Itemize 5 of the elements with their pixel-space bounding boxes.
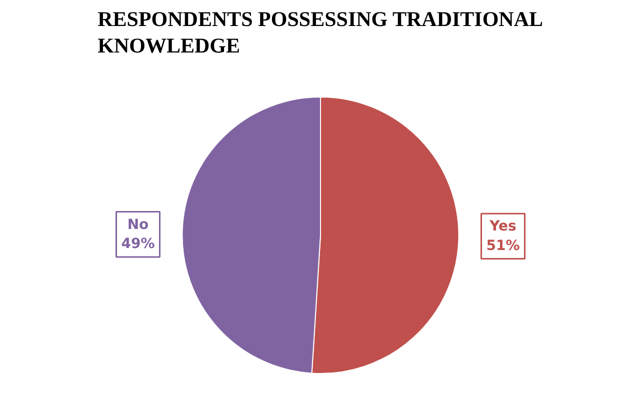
slice-label: No (127, 216, 150, 233)
data-label: 49% (121, 236, 155, 252)
data-label: 51% (486, 238, 520, 254)
slice-label: Yes (488, 218, 516, 235)
chart-title: RESPONDENTS POSSESSING TRADITIONAL KNOWLEDGE (98, 7, 544, 58)
